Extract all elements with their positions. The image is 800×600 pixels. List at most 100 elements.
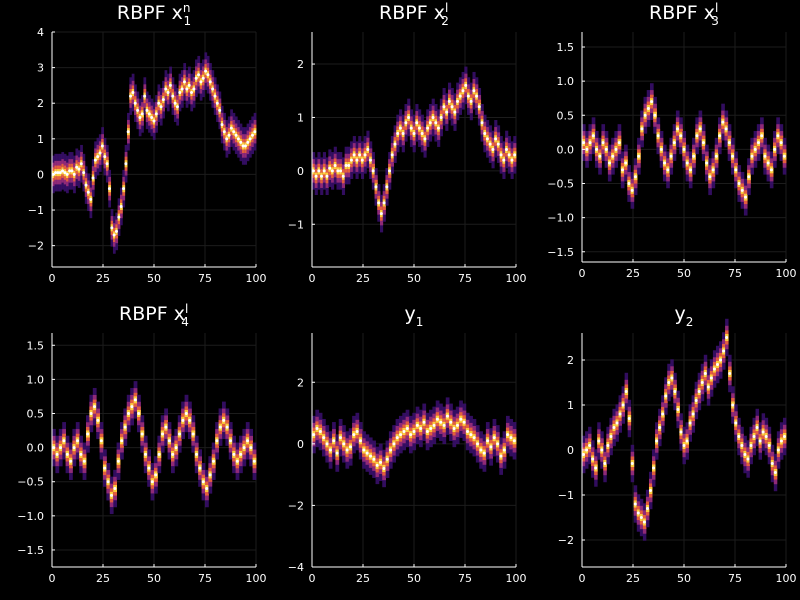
data-point-0 [582,141,586,145]
data-point-38 [439,420,443,424]
data-point-72 [507,153,511,157]
x-tick-label-3: 75 [458,572,472,585]
y-tick-label-1: −1.0 [17,510,44,523]
data-point-2 [56,171,60,175]
data-point-25 [658,426,662,429]
data-point-6 [328,166,332,170]
data-point-13 [347,164,351,168]
data-point-3 [320,174,324,178]
data-point-44 [154,112,158,116]
data-point-60 [764,435,768,438]
data-point-33 [682,444,686,447]
data-point-29 [409,433,413,437]
data-point-54 [458,94,462,98]
x-tick-label-4: 100 [506,572,527,585]
data-point-29 [670,376,674,380]
data-point-33 [401,131,405,135]
data-point-61 [194,76,198,80]
data-point-7 [335,451,339,455]
data-point-66 [491,148,495,151]
subplot-title: RBPF xn 1 [117,1,191,28]
data-point-12 [344,164,348,168]
data-point-45 [205,487,209,491]
data-point-78 [234,133,238,137]
data-point-19 [639,516,643,519]
data-point-52 [453,110,457,114]
data-point-50 [734,421,738,425]
data-point-18 [372,457,376,461]
y-tick-label-5: 1.0 [557,75,575,88]
title-subscript: 2 [686,315,694,329]
title-main: y [405,303,416,325]
data-point-65 [204,69,208,73]
data-point-2 [59,446,62,450]
data-point-49 [166,91,170,95]
data-point-69 [213,94,217,98]
data-point-70 [502,158,506,162]
data-point-17 [369,454,373,458]
data-point-39 [184,412,188,416]
data-point-4 [595,147,599,151]
data-point-24 [133,398,137,402]
data-point-62 [770,462,774,465]
data-point-19 [643,113,647,117]
data-point-4 [594,466,598,470]
data-point-28 [117,215,121,219]
data-point-7 [603,462,607,465]
data-point-41 [714,154,718,158]
data-point-18 [640,127,644,131]
data-point-65 [488,142,492,146]
data-point-41 [191,432,195,436]
data-point-19 [96,155,100,159]
data-point-29 [150,480,154,484]
data-point-43 [721,120,725,124]
data-point-20 [120,439,124,443]
title-superscript: l [715,1,718,15]
data-point-34 [685,439,689,443]
data-point-65 [779,439,783,443]
data-point-45 [719,358,723,362]
subplot-title: y2 [675,303,694,329]
data-point-16 [633,175,637,179]
data-point-33 [688,168,692,172]
data-point-26 [140,432,144,436]
data-point-35 [407,115,411,119]
data-point-21 [650,100,654,104]
y-tick-label-1: 0 [297,165,304,178]
data-point-5 [69,459,73,463]
data-point-4 [322,169,326,173]
x-tick-label-2: 50 [147,572,161,585]
data-point-51 [482,451,486,455]
data-point-30 [154,473,158,477]
data-point-3 [322,436,326,440]
title-main: RBPF x [117,2,183,24]
data-point-60 [475,94,479,98]
data-point-42 [426,126,430,130]
data-point-46 [208,473,212,477]
data-point-58 [469,99,473,103]
data-point-54 [492,436,496,440]
data-point-10 [86,432,90,436]
data-point-21 [100,144,104,148]
data-point-15 [630,188,634,192]
data-point-51 [450,105,454,109]
data-point-38 [140,112,144,116]
data-point-86 [253,130,257,134]
x-tick-label-3: 75 [198,272,212,285]
data-point-28 [388,169,392,173]
data-point-29 [119,204,123,208]
data-point-27 [144,452,147,456]
data-point-31 [415,423,419,427]
data-point-30 [122,187,126,191]
data-point-37 [412,131,416,135]
data-point-48 [728,372,732,375]
data-point-12 [352,433,356,437]
subplot-title: RBPF xl 4 [119,302,189,329]
data-point-41 [147,112,151,116]
data-point-48 [442,105,446,109]
data-point-15 [362,448,366,452]
data-point-12 [620,168,624,172]
data-point-56 [242,446,246,450]
